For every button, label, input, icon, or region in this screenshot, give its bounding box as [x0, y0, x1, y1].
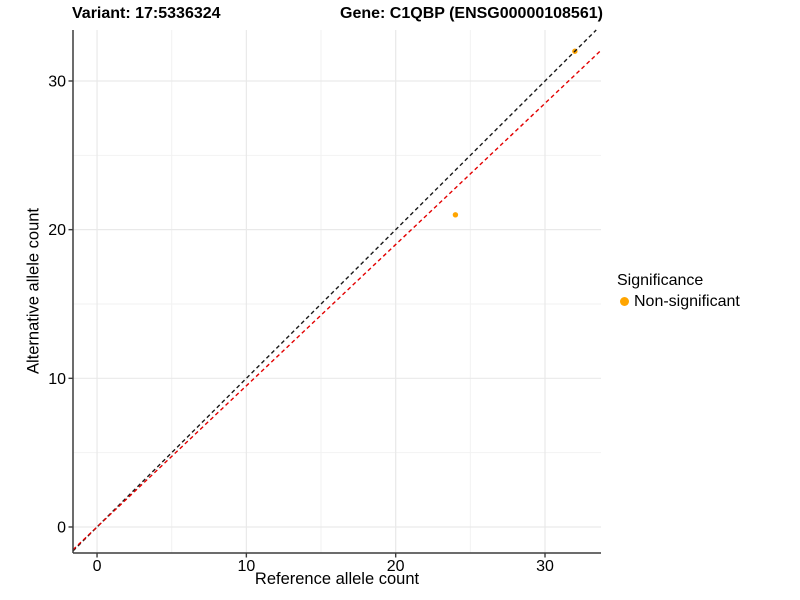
- x-tick-label: 30: [536, 558, 554, 575]
- legend-item-label: Non-significant: [634, 293, 740, 310]
- x-tick-label: 20: [387, 558, 405, 575]
- x-axis-title: Reference allele count: [254, 570, 420, 588]
- y-axis-title: Alternative allele count: [24, 207, 43, 375]
- identity-line: [72, 29, 597, 552]
- y-tick-label: 20: [48, 222, 66, 239]
- x-tick-label: 10: [237, 558, 255, 575]
- legend-item: Non-significant: [617, 292, 740, 311]
- y-tick-label: 0: [57, 519, 66, 536]
- plot-title-gene: Gene: C1QBP (ENSG00000108561): [340, 5, 603, 22]
- y-tick-label: 10: [48, 371, 66, 388]
- expected-ratio-line: [72, 49, 602, 551]
- legend-point-icon: [620, 297, 629, 306]
- plot-title-variant: Variant: 17:5336324: [72, 5, 221, 22]
- data-point: [452, 212, 459, 218]
- x-tick-label: 0: [93, 558, 102, 575]
- legend: Significance Non-significant: [617, 271, 740, 311]
- legend-title: Significance: [617, 272, 704, 289]
- y-tick-label: 30: [48, 73, 66, 90]
